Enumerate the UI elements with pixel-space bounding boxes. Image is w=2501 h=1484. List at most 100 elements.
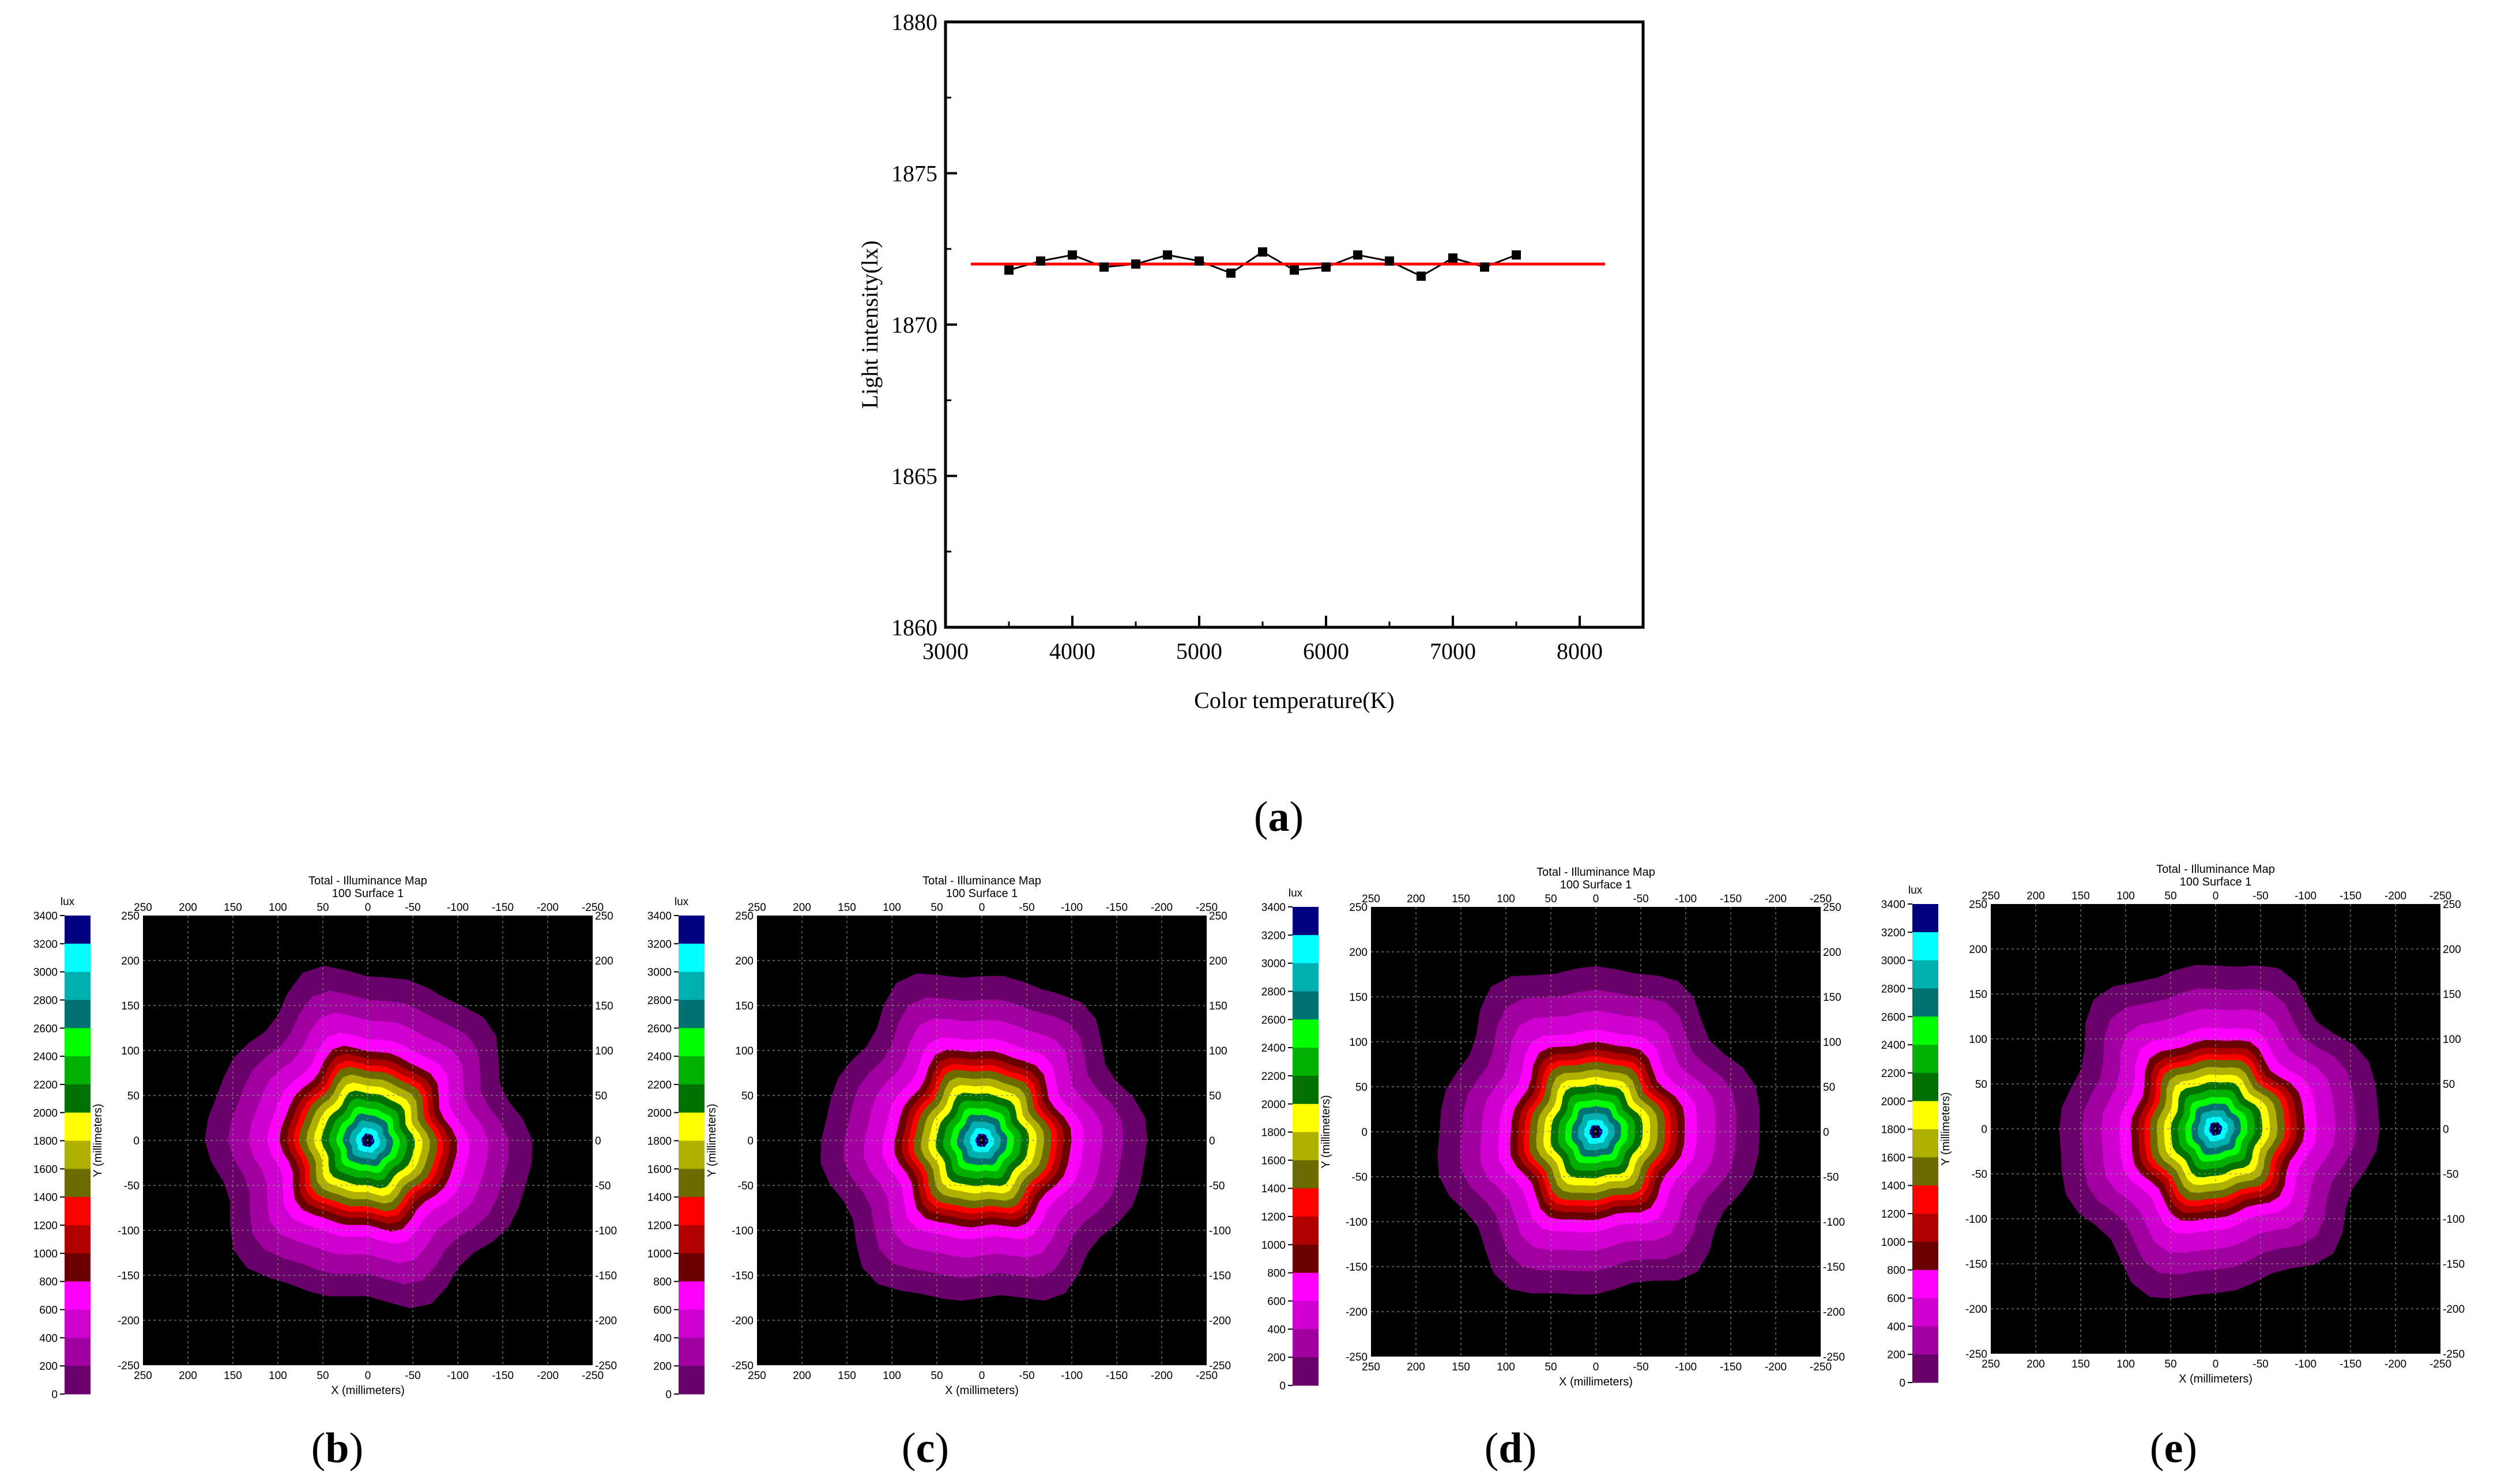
colorbar-tick-label: 1600 (33, 1163, 58, 1176)
colorbar-segment (679, 1281, 705, 1310)
map-title: Total - Illuminance Map (1536, 866, 1655, 879)
x-tick-label-bottom: 250 (1362, 1361, 1380, 1373)
y-tick-label-left: -150 (1965, 1259, 1987, 1271)
y-tick-label-right: 150 (1209, 1000, 1227, 1012)
x-tick-label-top: -150 (2340, 890, 2361, 902)
y-tick-label-left: 200 (1349, 947, 1368, 959)
y-tick-label-right: -250 (595, 1360, 617, 1372)
x-tick-label-top: -150 (492, 902, 514, 914)
heatmap-svg: lux3400320030002800260024002200200018001… (647, 875, 1231, 1401)
colorbar-tick-label: 1200 (33, 1220, 58, 1232)
colorbar-segment (65, 916, 91, 944)
x-tick-label: 8000 (1557, 638, 1603, 664)
y-tick-label-left: -150 (118, 1270, 140, 1282)
x-tick-label-top: 100 (1497, 893, 1515, 905)
colorbar-tick-label: 3400 (33, 910, 58, 922)
colorbar-tick-label: 2000 (33, 1108, 58, 1120)
y-tick-label-left: -100 (118, 1225, 140, 1237)
colorbar-segment (1293, 1048, 1319, 1076)
y-tick-label-right: -50 (1209, 1180, 1225, 1192)
x-tick-label-top: 50 (931, 902, 943, 914)
colorbar-segment (65, 1338, 91, 1366)
colorbar-tick-label: 0 (1279, 1380, 1286, 1392)
y-tick-label: 1870 (891, 312, 937, 338)
y-tick-label-left: 200 (121, 955, 140, 967)
y-tick-label-left: -50 (738, 1180, 754, 1192)
y-tick-label-right: -100 (595, 1225, 617, 1237)
colorbar-unit: lux (1289, 887, 1303, 899)
panel-label-a: (a) (1253, 793, 1304, 841)
x-tick-label-top: -50 (405, 902, 420, 914)
x-tick-label: 4000 (1049, 638, 1095, 664)
y-tick-label-left: 0 (1361, 1127, 1368, 1139)
colorbar-segment (1293, 907, 1319, 936)
y-tick-label-left: 250 (735, 910, 754, 922)
data-point (1195, 256, 1204, 266)
colorbar-segment (1912, 932, 1938, 961)
x-tick-label-top: 200 (2027, 890, 2045, 902)
x-tick-label-top: -100 (2295, 890, 2317, 902)
x-tick-label-bottom: -150 (1720, 1361, 1742, 1373)
colorbar-segment (679, 1366, 705, 1395)
x-tick-label-bottom: -100 (447, 1370, 469, 1382)
colorbar-tick-label: 200 (1887, 1349, 1905, 1361)
x-tick-label-bottom: 150 (1452, 1361, 1470, 1373)
colorbar-unit: lux (1908, 884, 1923, 897)
series-lines (971, 251, 1605, 277)
colorbar-tick-label: 3200 (33, 939, 58, 951)
colorbar-tick-label: 3000 (1881, 955, 1905, 967)
colorbar-segment (679, 1309, 705, 1338)
y-tick-label-right: -150 (2443, 1259, 2465, 1271)
colorbar-tick-label: 1000 (1261, 1240, 1286, 1252)
y-tick-label-left: 200 (735, 955, 754, 967)
colorbar-tick-label: 1400 (33, 1192, 58, 1204)
colorbar-tick-label: 3200 (1261, 930, 1286, 942)
x-tick-label-top: 50 (317, 902, 329, 914)
heatmap-svg: lux3400320030002800260024002200200018001… (1881, 863, 2465, 1389)
colorbar-tick-label: 0 (1899, 1377, 1905, 1389)
y-tick-label: 1875 (891, 161, 937, 187)
colorbar-tick-label: 2800 (33, 995, 58, 1007)
y-axis-label: Light intensity(lx) (857, 240, 883, 409)
colorbar-segment (679, 916, 705, 944)
y-axis-label: Y (millimeters) (1939, 1092, 1952, 1165)
y-tick-label-right: 100 (595, 1045, 613, 1057)
y-tick-label-right: 50 (595, 1090, 607, 1102)
colorbar-tick-label: 2000 (1881, 1096, 1905, 1108)
colorbar-tick-label: 2400 (647, 1051, 672, 1063)
x-tick-label-bottom: -200 (537, 1370, 559, 1382)
colorbar-tick-label: 800 (1267, 1268, 1286, 1280)
x-tick-label: 3000 (922, 638, 969, 664)
x-tick-label-bottom: -50 (405, 1370, 420, 1382)
map-subtitle: 100 Surface 1 (946, 887, 1018, 900)
y-tick-label-left: 0 (747, 1135, 754, 1147)
colorbar-tick-label: 600 (1887, 1293, 1905, 1305)
colorbar-segment (679, 971, 705, 1000)
colorbar-segment (1293, 935, 1319, 964)
x-tick-label-top: 100 (883, 902, 901, 914)
y-tick-label: 1865 (891, 464, 937, 489)
colorbar-tick-label: 3200 (647, 939, 672, 951)
colorbar-segment (65, 1000, 91, 1029)
y-tick-label-right: 250 (1209, 910, 1227, 922)
colorbar-segment (1293, 1075, 1319, 1105)
y-tick-label-right: 200 (1209, 955, 1227, 967)
y-axis-label: Y (millimeters) (92, 1103, 104, 1177)
y-tick-label-right: -50 (2443, 1169, 2458, 1181)
x-tick-label-top: 150 (838, 902, 856, 914)
colorbar-tick-label: 1000 (33, 1248, 58, 1260)
heatmap-svg: lux3400320030002800260024002200200018001… (33, 875, 617, 1401)
x-tick-label-top: 200 (179, 902, 197, 914)
colorbar-tick-label: 2200 (647, 1079, 672, 1091)
colorbar-tick-label: 2400 (33, 1051, 58, 1063)
x-tick-label-top: 150 (2071, 890, 2090, 902)
y-tick-label-right: -100 (2443, 1214, 2465, 1226)
y-axis-ticks: 1860 1865 1870 1875 1880 (891, 9, 957, 641)
x-tick-label-bottom: -100 (1675, 1361, 1697, 1373)
y-tick-label-right: 150 (2443, 989, 2461, 1001)
y-tick-label-right: -100 (1823, 1216, 1845, 1229)
x-tick-label-top: 250 (134, 902, 152, 914)
colorbar-tick-label: 3400 (1881, 899, 1905, 911)
colorbar-segment (1912, 1129, 1938, 1158)
colorbar-segment (679, 943, 705, 973)
